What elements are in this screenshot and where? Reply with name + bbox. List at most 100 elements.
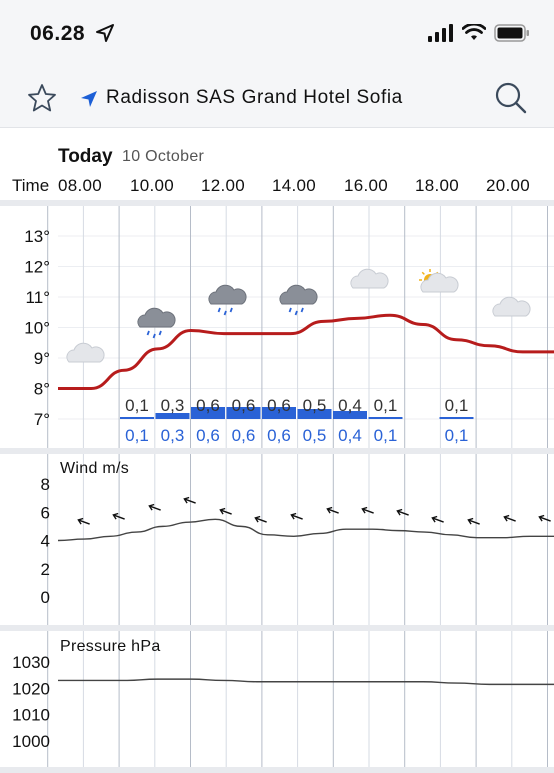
precip-bar bbox=[439, 417, 474, 419]
separator bbox=[0, 767, 554, 773]
wind-arrow-icon bbox=[290, 512, 303, 520]
temp-tick-label: 8° bbox=[34, 380, 50, 399]
pressure-tick-label: 1020 bbox=[12, 679, 50, 698]
precip-bar bbox=[262, 407, 296, 419]
wind-line bbox=[57, 518, 554, 542]
date-label: 10 October bbox=[122, 148, 205, 165]
time-label: Time bbox=[12, 176, 50, 195]
wind-arrow-icon bbox=[538, 514, 551, 522]
precip-bar bbox=[120, 417, 154, 419]
precip-label-bottom: 0,6 bbox=[232, 426, 256, 445]
separator bbox=[0, 448, 554, 454]
temp-tick-label: 13° bbox=[24, 227, 50, 246]
partly-cloudy-icon bbox=[419, 269, 459, 293]
wind-arrow-icon bbox=[219, 507, 232, 515]
location-arrow-icon bbox=[80, 90, 98, 113]
precip-label-top: 0,5 bbox=[303, 396, 327, 415]
wind-arrow-icon bbox=[77, 517, 90, 525]
wind-svg: 8 6 4 2 0 bbox=[41, 454, 554, 625]
wind-arrow-icon bbox=[326, 506, 339, 514]
temperature-svg: 13° 12° 11° 10° 9° 8° 7° 0,1 0,1 0,3 0,3 0,6 0,6 0,6 0… bbox=[24, 206, 554, 448]
wind-chart: 8 6 4 2 0 Wind m/s bbox=[0, 454, 554, 625]
temp-tick-label: 10° bbox=[24, 319, 50, 338]
time-tick: 16.00 bbox=[344, 176, 389, 195]
pressure-tick-label: 1030 bbox=[12, 653, 50, 672]
wind-arrow-icon bbox=[183, 496, 196, 504]
separator bbox=[0, 625, 554, 631]
time-tick: 12.00 bbox=[201, 176, 246, 195]
time-tick: 14.00 bbox=[272, 176, 317, 195]
precip-label-top: 0,6 bbox=[232, 396, 256, 415]
wind-arrow-icon bbox=[254, 515, 267, 523]
precip-bar bbox=[297, 409, 332, 419]
temp-tick-label: 12° bbox=[24, 258, 50, 277]
time-tick: 18.00 bbox=[415, 176, 460, 195]
wind-tick-label: 4 bbox=[41, 532, 50, 551]
time-tick: 08.00 bbox=[58, 176, 103, 195]
rain-cloud-icon bbox=[279, 284, 318, 316]
precip-label-top: 0,6 bbox=[267, 396, 291, 415]
precip-label-bottom: 0,1 bbox=[125, 426, 149, 445]
status-time: 06.28 bbox=[30, 22, 86, 45]
favorite-star-icon[interactable] bbox=[26, 82, 58, 119]
precip-bar bbox=[191, 407, 225, 419]
pressure-tick-label: 1000 bbox=[12, 732, 50, 751]
signal-icon bbox=[428, 24, 454, 47]
location-title[interactable]: Radisson SAS Grand Hotel Sofia bbox=[106, 87, 403, 108]
pressure-svg: 1030 1020 1010 1000 bbox=[12, 631, 554, 767]
wind-arrow-icon bbox=[503, 514, 516, 522]
pressure-title: Pressure hPa bbox=[60, 638, 161, 655]
precip-bar bbox=[368, 417, 403, 419]
precip-label-top: 0,1 bbox=[445, 396, 469, 415]
cloud-icon bbox=[350, 268, 389, 289]
today-label: Today bbox=[58, 146, 113, 167]
location-arrow-icon bbox=[95, 23, 115, 48]
precip-label-top: 0,3 bbox=[161, 396, 185, 415]
pressure-line bbox=[58, 678, 554, 686]
precip-label-bottom: 0,1 bbox=[374, 426, 398, 445]
battery-icon bbox=[494, 24, 530, 47]
time-tick: 20.00 bbox=[486, 176, 531, 195]
pressure-chart: 1030 1020 1010 1000 Pressure hPa bbox=[0, 631, 554, 767]
time-tick: 10.00 bbox=[130, 176, 175, 195]
wind-tick-label: 0 bbox=[41, 588, 50, 607]
precip-bar bbox=[333, 411, 367, 419]
precip-label-bottom: 0,1 bbox=[445, 426, 469, 445]
rain-cloud-icon bbox=[137, 307, 176, 339]
temperature-line bbox=[58, 313, 554, 390]
search-icon[interactable] bbox=[494, 81, 528, 120]
precip-label-top: 0,6 bbox=[196, 396, 220, 415]
separator bbox=[0, 200, 554, 206]
pressure-tick-label: 1010 bbox=[12, 706, 50, 725]
wind-arrow-icon bbox=[431, 515, 444, 523]
precip-label-bottom: 0,6 bbox=[196, 426, 220, 445]
precip-label-bottom: 0,6 bbox=[267, 426, 291, 445]
wind-tick-label: 6 bbox=[41, 503, 50, 522]
wind-arrow-icon bbox=[112, 512, 125, 520]
precip-label-bottom: 0,4 bbox=[338, 426, 362, 445]
precip-bar bbox=[155, 413, 190, 419]
status-bar: 06.28 bbox=[0, 0, 554, 68]
wind-tick-label: 8 bbox=[41, 475, 50, 494]
cloud-icon bbox=[492, 296, 531, 317]
wind-arrow-icon bbox=[361, 506, 374, 514]
wind-arrow-icon bbox=[148, 503, 161, 511]
cloud-icon bbox=[66, 342, 105, 363]
temperature-chart: 13° 12° 11° 10° 9° 8° 7° 0,1 0,1 0,3 0,3 0,6 0,6 0,6 0… bbox=[0, 206, 554, 448]
wind-arrow-icon bbox=[396, 508, 409, 516]
nav-bar: Radisson SAS Grand Hotel Sofia bbox=[0, 68, 554, 128]
precip-label-top: 0,1 bbox=[374, 396, 398, 415]
wind-arrow-icon bbox=[467, 517, 480, 525]
temp-tick-label: 7° bbox=[34, 410, 50, 429]
wind-tick-label: 2 bbox=[41, 560, 50, 579]
temp-tick-label: 9° bbox=[34, 349, 50, 368]
precip-label-bottom: 0,3 bbox=[161, 426, 185, 445]
wifi-icon bbox=[461, 22, 487, 47]
precip-label-top: 0,4 bbox=[338, 396, 362, 415]
precip-bar bbox=[226, 407, 261, 419]
day-header: Today 10 October Time 08.00 10.00 12.00 … bbox=[0, 128, 554, 200]
rain-cloud-icon bbox=[208, 284, 247, 316]
temp-tick-label: 11° bbox=[26, 288, 50, 307]
precip-label-bottom: 0,5 bbox=[303, 426, 327, 445]
wind-title: Wind m/s bbox=[60, 460, 130, 477]
